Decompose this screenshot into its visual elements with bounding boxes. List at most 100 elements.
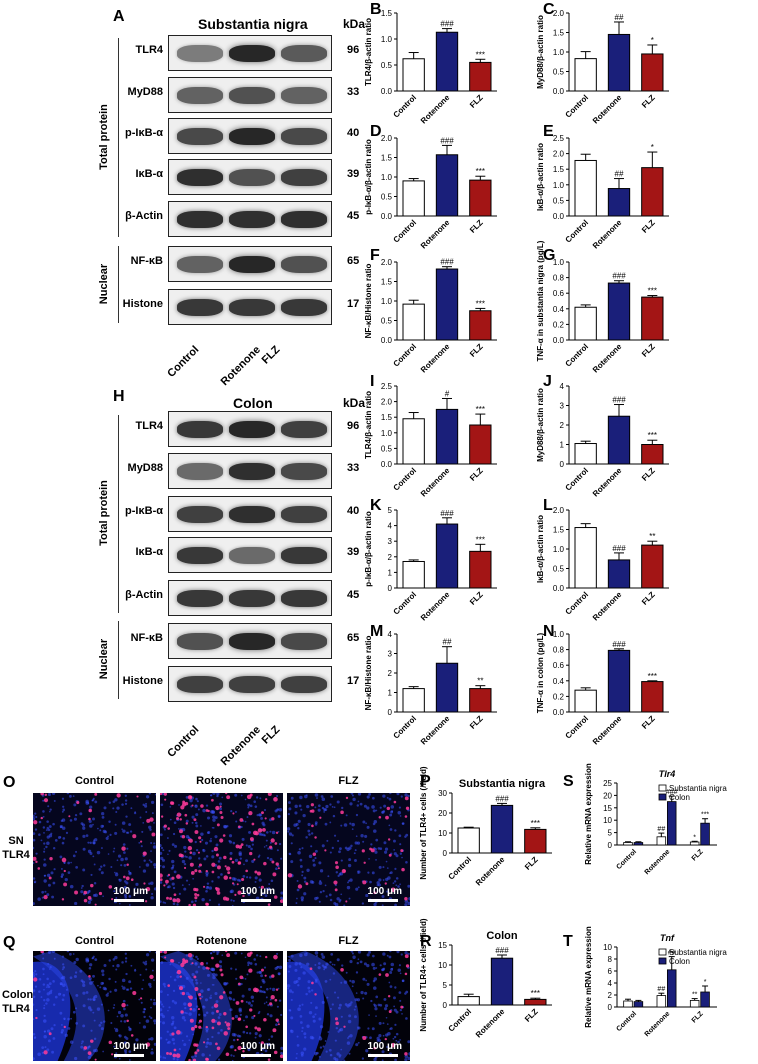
y-tick-label: 1.5 [553,29,565,38]
y-axis-label: NF-κB/Histone ratio [364,636,373,711]
nucleus-dot [373,846,376,850]
y-tick-label: 1.5 [381,413,393,422]
nucleus-dot [125,815,128,818]
y-tick-label: 10 [438,961,447,970]
nucleus-dot [353,852,356,855]
blot-kda-value: 65 [347,632,360,644]
nucleus-dot [43,842,46,845]
nucleus-dot [277,830,280,833]
bracket-total [118,415,119,613]
nucleus-dot [339,847,342,851]
nucleus-dot [40,839,43,842]
nucleus-dot [330,795,334,798]
blot-band [229,505,275,523]
tlr4-signal-dot [144,900,148,903]
tlr4-signal-dot [231,882,235,885]
nucleus-dot [192,877,194,880]
tlr4-signal-dot [160,878,163,882]
blot-band [281,420,327,438]
tlr4-signal-dot [43,894,48,900]
tlr4-signal-dot [98,891,103,896]
nucleus-dot [114,823,117,826]
bar [641,53,664,92]
nucleus-dot [45,829,48,831]
fluorescence-image: 100 μm [287,793,410,906]
significance-label: *** [701,812,709,819]
blot-band [281,86,327,104]
tlr4-signal-dot [43,798,49,803]
blot-band [229,210,275,228]
nucleus-dot [231,904,234,906]
nucleus-dot [89,841,92,844]
tlr4-signal-dot [404,815,408,818]
blot-strip [168,496,332,532]
nucleus-dot [407,884,410,888]
bar [656,995,667,1008]
nucleus-dot [319,890,323,894]
nucleus-dot [205,871,209,875]
y-tick-label: 0.0 [553,336,565,345]
blot-band [281,168,327,186]
blot-band [229,589,275,607]
significance-label: *** [648,287,657,296]
tlr4-signal-dot [253,858,256,861]
blot-row-label: MyD88 [127,86,163,98]
tlr4-signal-dot [238,825,241,829]
nucleus-dot [141,830,144,833]
tlr4-signal-dot [362,880,367,885]
chart-S: S 0 5 10 15 20 25 Relative mRNA expression Tlr4 C… [563,763,727,876]
x-tick-label: Rotenone [591,714,624,747]
nucleus-dot [360,834,364,838]
nucleus-dot [69,884,74,889]
nucleus-dot [93,863,96,866]
tlr4-signal-dot [222,896,228,901]
chart-title: Colon [486,930,517,942]
nucleus-dot [121,803,124,806]
nucleus-dot [345,814,348,817]
nucleus-dot [401,856,403,859]
nucleus-dot [47,873,51,877]
tlr4-signal-dot [76,801,80,805]
nucleus-dot [120,864,123,867]
nucleus-dot [217,860,221,863]
nucleus-dot [185,819,189,823]
nucleus-dot [245,876,249,879]
blot-band [177,298,223,316]
y-tick-label: 0.5 [381,444,393,453]
nucleus-dot [178,804,180,806]
bracket-total [118,38,119,237]
y-tick-label: 0.0 [381,336,393,345]
y-tick-label: 0.0 [381,87,393,96]
tlr4-signal-dot [227,871,231,875]
nucleus-dot [278,808,283,812]
blot-band [177,675,223,693]
tlr4-signal-dot [149,817,154,822]
tlr4-signal-dot [125,876,130,881]
tlr4-signal-dot [238,845,243,849]
nucleus-dot [316,896,319,900]
nucleus-dot [373,829,377,833]
blot-strip [168,201,332,237]
x-tick-label: Control [616,1010,639,1033]
nucleus-dot [393,852,397,856]
chart-T: T 0 2 4 6 8 10 Relative mRNA expression Tnf Contr… [563,926,727,1038]
western-blot-substantia-nigra: Substantia nigra kDa TLR4 96 MyD88 33 p-IκB-α 4… [0,0,380,388]
nucleus-dot [149,828,152,831]
nucleus-dot [239,857,242,860]
nucleus-dot [201,897,205,902]
nucleus-dot [59,855,63,859]
nucleus-dot [379,847,383,851]
bar [641,681,664,713]
tlr4-signal-dot [334,861,339,865]
nucleus-dot [169,818,172,821]
tlr4-signal-dot [189,862,194,867]
nucleus-dot [349,802,353,806]
tlr4-signal-dot [188,838,193,843]
blot-band [229,632,275,650]
nucleus-dot [314,823,318,826]
nucleus-dot [340,824,343,827]
nucleus-dot [303,880,307,883]
